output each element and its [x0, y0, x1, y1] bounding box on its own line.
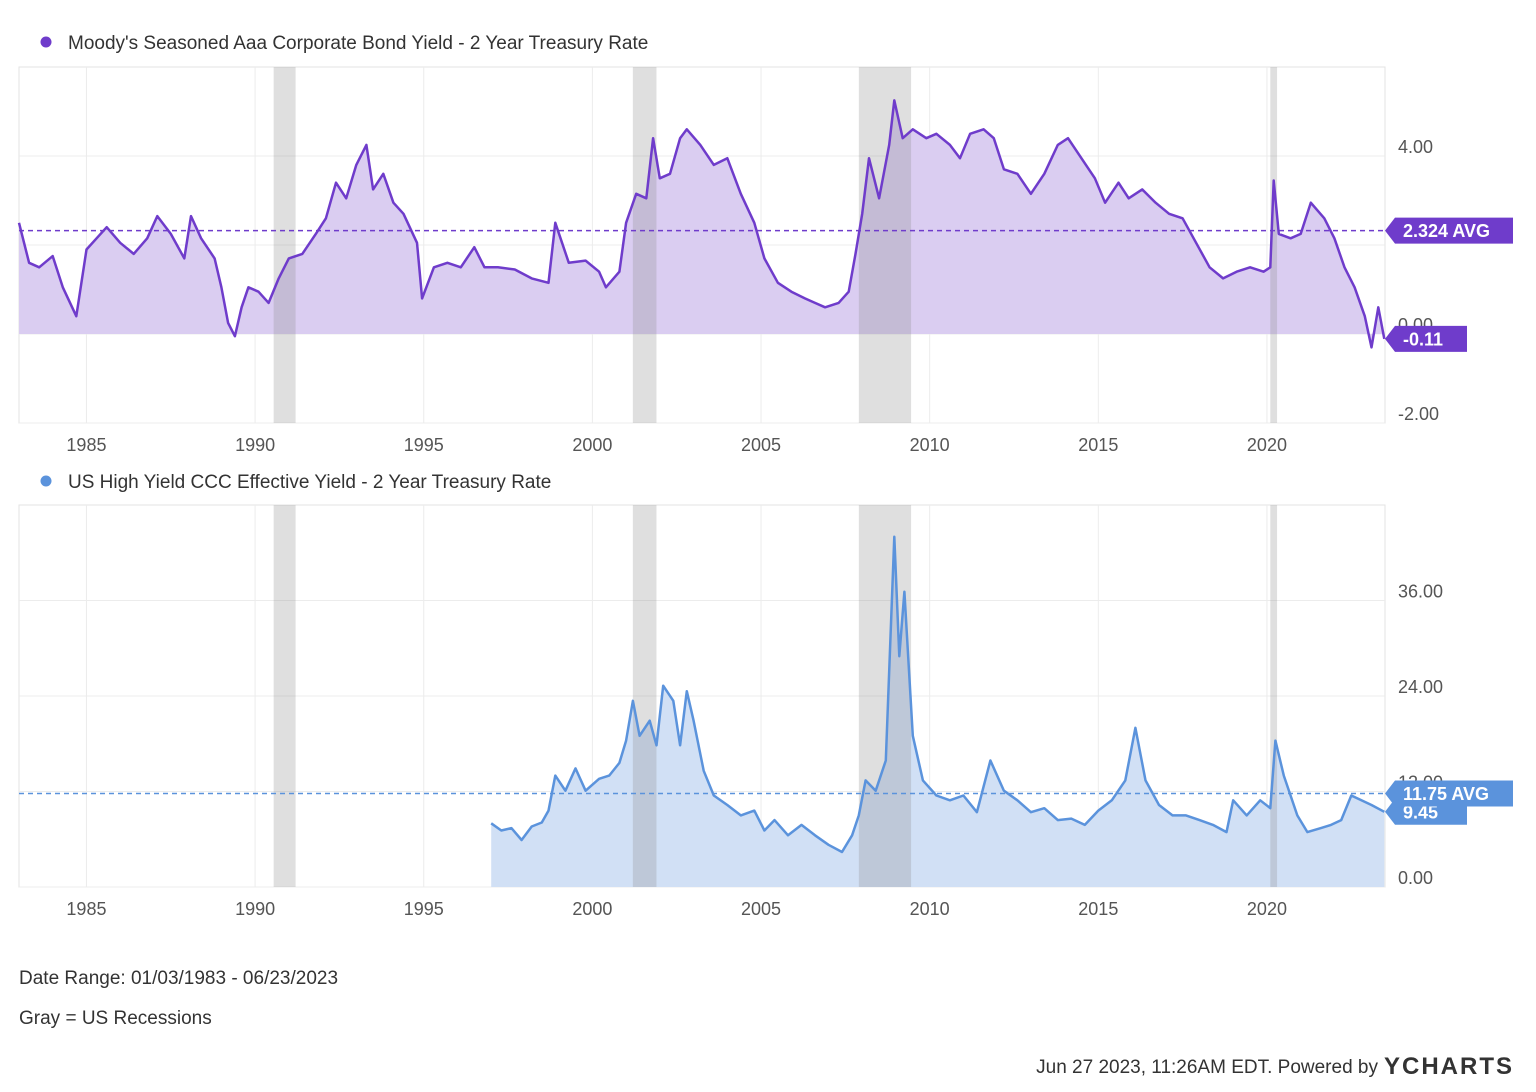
recession-band — [858, 505, 912, 887]
legend-label: US High Yield CCC Effective Yield - 2 Ye… — [68, 472, 551, 493]
recession-band — [1270, 505, 1278, 887]
x-tick-label: 1990 — [235, 899, 275, 919]
recession-band — [1270, 67, 1278, 423]
recession-band — [632, 67, 657, 423]
avg-label-box — [1385, 780, 1513, 807]
date-range: Date Range: 01/03/1983 - 06/23/2023 — [19, 968, 338, 989]
legend-dot — [40, 475, 52, 487]
x-tick-label: 2000 — [572, 435, 612, 455]
x-tick-label: 2005 — [741, 435, 781, 455]
last-value-label: -0.11 — [1403, 329, 1443, 349]
recession-band — [273, 505, 296, 887]
y-tick-label: 36.00 — [1398, 582, 1443, 602]
recession-note: Gray = US Recessions — [19, 1008, 212, 1029]
last-value-label: 9.45 — [1403, 802, 1438, 822]
legend-dot — [40, 36, 52, 48]
x-tick-label: 2015 — [1078, 899, 1118, 919]
x-tick-label: 1995 — [404, 435, 444, 455]
x-tick-label: 1985 — [66, 899, 106, 919]
recession-band — [632, 505, 657, 887]
timestamp: Jun 27 2023, 11:26AM EDT. Powered by — [1036, 1057, 1378, 1078]
x-tick-label: 2005 — [741, 899, 781, 919]
recession-band — [858, 67, 912, 423]
avg-label: 11.75 AVG — [1403, 784, 1489, 804]
y-tick-label: 0.00 — [1398, 868, 1433, 888]
x-tick-label: 2020 — [1247, 435, 1287, 455]
y-tick-label: 4.00 — [1398, 137, 1433, 157]
area — [19, 100, 1385, 348]
recession-band — [273, 67, 296, 423]
x-tick-label: 2010 — [910, 899, 950, 919]
area — [491, 536, 1385, 887]
y-tick-label: -2.00 — [1398, 404, 1439, 424]
brand: YCHARTS — [1384, 1053, 1514, 1080]
x-tick-label: 2010 — [910, 435, 950, 455]
x-tick-label: 2000 — [572, 899, 612, 919]
last-value-label-box — [1385, 325, 1467, 352]
line — [490, 535, 1385, 854]
x-tick-label: 2020 — [1247, 899, 1287, 919]
avg-label-box — [1385, 217, 1513, 244]
y-tick-label: 24.00 — [1398, 677, 1443, 697]
legend-label: Moody's Seasoned Aaa Corporate Bond Yiel… — [68, 33, 648, 54]
x-tick-label: 2015 — [1078, 435, 1118, 455]
x-tick-label: 1995 — [404, 899, 444, 919]
x-tick-label: 1990 — [235, 435, 275, 455]
line — [17, 99, 1386, 349]
avg-label: 2.324 AVG — [1403, 221, 1490, 241]
x-tick-label: 1985 — [66, 435, 106, 455]
